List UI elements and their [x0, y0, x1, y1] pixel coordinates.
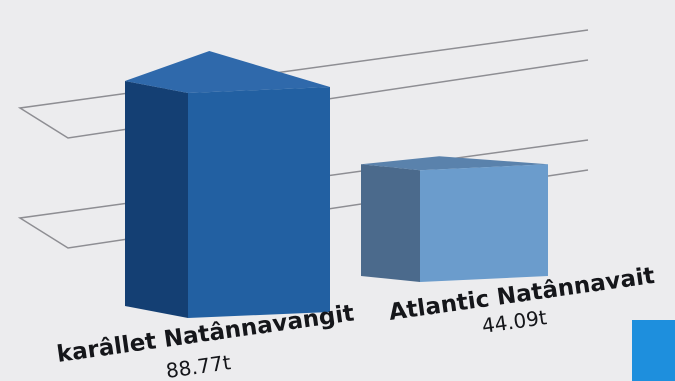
bar-2-top: [361, 156, 548, 171]
bar-1-front: [188, 87, 330, 318]
accent-block: [632, 320, 675, 381]
value-label-1: 88.77t: [164, 350, 232, 381]
bar-2-side: [361, 164, 420, 282]
bars-group: [125, 51, 548, 318]
bar-2-front: [420, 164, 548, 282]
bar-1-top: [125, 51, 330, 93]
bar-1-side: [125, 81, 188, 318]
